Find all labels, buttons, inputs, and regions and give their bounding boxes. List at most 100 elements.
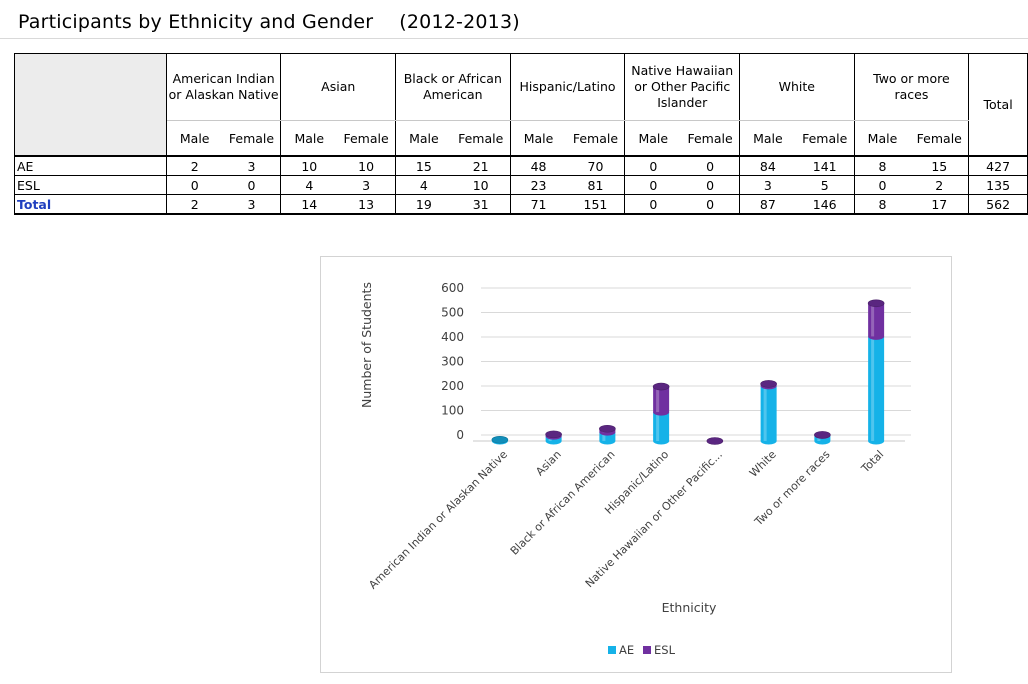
row-label[interactable]: Total [14, 194, 167, 215]
table-cell: 15 [395, 156, 452, 176]
participants-table: American Indian or Alaskan Native Asian Bl… [14, 53, 1028, 215]
table-cell: 151 [566, 194, 626, 215]
table-cell: 0 [624, 175, 682, 195]
group-header: Hispanic/Latino [509, 53, 626, 121]
table-cell: 10 [451, 175, 511, 195]
table-cell: 3 [222, 156, 282, 176]
table-cell: 2 [910, 175, 970, 195]
bar-cap [706, 437, 724, 445]
table-cell: 8 [854, 194, 911, 215]
male-header: Male [395, 120, 452, 157]
table-row: AE 2 3 10 10 15 21 48 70 0 0 84 141 8 15 427 [14, 156, 1028, 176]
x-axis-title: Ethnicity [662, 600, 717, 615]
bar-cap [599, 424, 616, 433]
table-cell: 31 [451, 194, 511, 215]
row-total: 427 [968, 156, 1028, 176]
x-tick-label: Black or African American [508, 448, 618, 558]
table-cell: 87 [739, 194, 796, 215]
row-label: AE [14, 156, 167, 176]
group-header: Asian [280, 53, 397, 121]
legend-label: AE [619, 643, 634, 657]
male-header: Male [853, 120, 911, 157]
group-header: Two or more races [853, 53, 970, 121]
bar-highlight [871, 303, 875, 337]
y-tick-label: 500 [441, 306, 464, 320]
female-header: Female [910, 120, 970, 157]
female-header: Female [795, 120, 855, 157]
y-tick-label: 0 [456, 428, 464, 442]
y-tick-label: 100 [441, 404, 464, 418]
stacked-bar-chart: 0 100 200 300 400 500 600 American Indian or Al… [359, 281, 911, 657]
male-header: Male [509, 120, 567, 157]
y-axis-title: Number of Students [359, 282, 374, 408]
y-tick-label: 300 [441, 355, 464, 369]
female-header: Female [566, 120, 626, 157]
table-cell: 10 [337, 156, 397, 176]
table-cell: 4 [395, 175, 452, 195]
table-cell: 4 [280, 175, 338, 195]
table-cell: 19 [395, 194, 452, 215]
row-total: 135 [968, 175, 1028, 195]
table-cell: 0 [681, 175, 741, 195]
group-header: Black or African American [395, 53, 511, 121]
table-cell: 0 [681, 194, 741, 215]
table-cell: 21 [451, 156, 511, 176]
bar-cap [491, 435, 509, 444]
table-row: Total 2 3 14 13 19 31 71 151 0 0 87 146 8 17 562 [14, 194, 1028, 215]
male-header: Male [624, 120, 682, 157]
title-divider [0, 38, 1028, 39]
bar-cap [545, 430, 562, 439]
table-cell: 3 [222, 194, 282, 215]
table-cell: 10 [280, 156, 338, 176]
table-cell: 0 [624, 194, 682, 215]
table-cell: 141 [795, 156, 855, 176]
legend-label: ESL [654, 643, 676, 657]
title-text: Participants by Ethnicity and Gender [18, 11, 374, 33]
table-cell: 84 [739, 156, 796, 176]
table-cell: 0 [854, 175, 911, 195]
legend-swatch [608, 646, 616, 654]
bar-segment [653, 386, 670, 416]
legend-swatch [643, 646, 651, 654]
bar-highlight [763, 385, 767, 441]
x-tick-label: Total [858, 448, 886, 476]
table-cell: 23 [510, 175, 567, 195]
table-corner [14, 53, 167, 157]
male-header: Male [739, 120, 796, 157]
bar-segment [599, 432, 616, 445]
female-header: Female [222, 120, 282, 157]
table-cell: 2 [166, 156, 223, 176]
row-total: 562 [968, 194, 1028, 215]
table-cell: 5 [795, 175, 855, 195]
bar-cap [867, 299, 885, 308]
x-tick-label: Asian [533, 448, 563, 478]
table-cell: 17 [910, 194, 970, 215]
table-cell: 0 [624, 156, 682, 176]
group-header: White [739, 53, 855, 121]
bar-highlight [656, 412, 660, 441]
row-label-text: ESL [17, 177, 40, 193]
bar-segment [760, 385, 777, 445]
table-cell: 3 [739, 175, 796, 195]
bar-segment [868, 303, 885, 340]
table-cell: 0 [681, 156, 741, 176]
male-header: Male [165, 120, 223, 157]
y-tick-label: 600 [441, 281, 464, 295]
total-row-link[interactable]: Total [17, 196, 52, 212]
table-cell: 0 [166, 175, 223, 195]
bar-cap [760, 380, 777, 388]
bar-cap [652, 382, 670, 391]
group-header: American Indian or Alaskan Native [165, 53, 282, 121]
table-cell: 2 [166, 194, 223, 215]
bar-highlight [656, 386, 660, 413]
chart-panel: 0 100 200 300 400 500 600 American Indian or Al… [320, 256, 952, 673]
x-tick-label: American Indian or Alaskan Native [366, 448, 510, 592]
x-tick-label: White [747, 448, 779, 480]
table-cell: 48 [510, 156, 567, 176]
table-cell: 14 [280, 194, 338, 215]
table-row: ESL 0 0 4 3 4 10 23 81 0 0 3 5 0 2 135 [14, 175, 1028, 195]
female-header: Female [451, 120, 511, 157]
group-header: Native Hawaiian or Other Pacific Islande… [624, 53, 741, 121]
table-cell: 0 [222, 175, 282, 195]
table-cell: 13 [337, 194, 397, 215]
